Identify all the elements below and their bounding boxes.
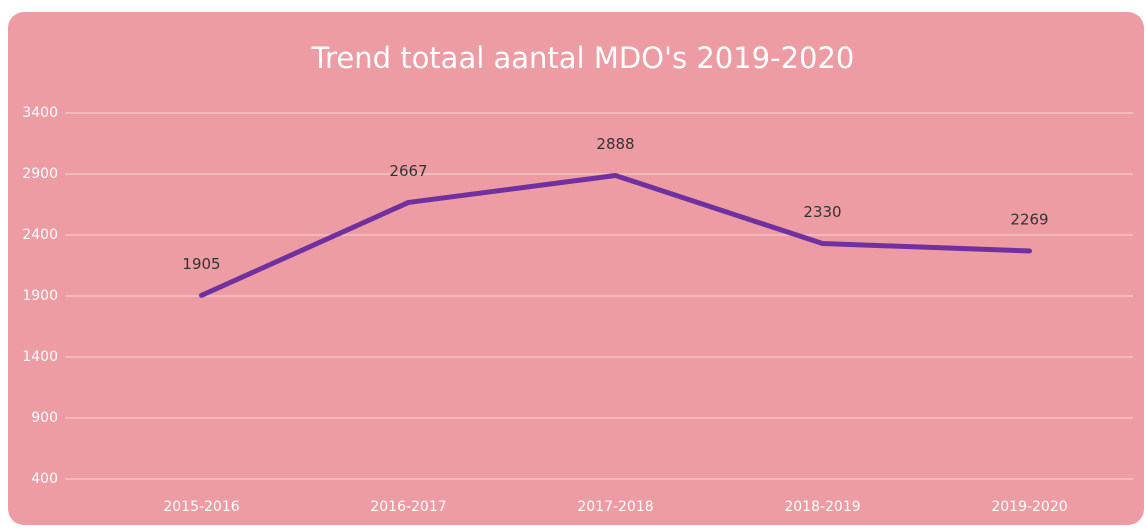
y-tick-label: 1900 xyxy=(22,288,58,304)
data-label: 2667 xyxy=(389,162,427,180)
x-tick-label: 2016-2017 xyxy=(370,499,446,515)
data-label: 1905 xyxy=(182,255,220,273)
x-tick-label: 2017-2018 xyxy=(577,499,653,515)
data-label: 2330 xyxy=(803,203,841,221)
y-tick-label: 2900 xyxy=(22,166,58,182)
y-tick-label: 2400 xyxy=(22,227,58,243)
data-label: 2888 xyxy=(596,135,634,153)
x-tick-label: 2018-2019 xyxy=(784,499,860,515)
chart-background xyxy=(8,12,1144,525)
x-tick-label: 2019-2020 xyxy=(991,499,1067,515)
y-tick-label: 400 xyxy=(31,471,58,487)
line-series xyxy=(199,172,1032,298)
y-tick-label: 1400 xyxy=(22,349,58,365)
chart-title: Trend totaal aantal MDO's 2019-2020 xyxy=(311,41,855,75)
y-tick-label: 3400 xyxy=(22,105,58,121)
x-tick-label: 2015-2016 xyxy=(163,499,239,515)
data-label: 2269 xyxy=(1010,210,1048,228)
y-tick-label: 900 xyxy=(31,410,58,426)
